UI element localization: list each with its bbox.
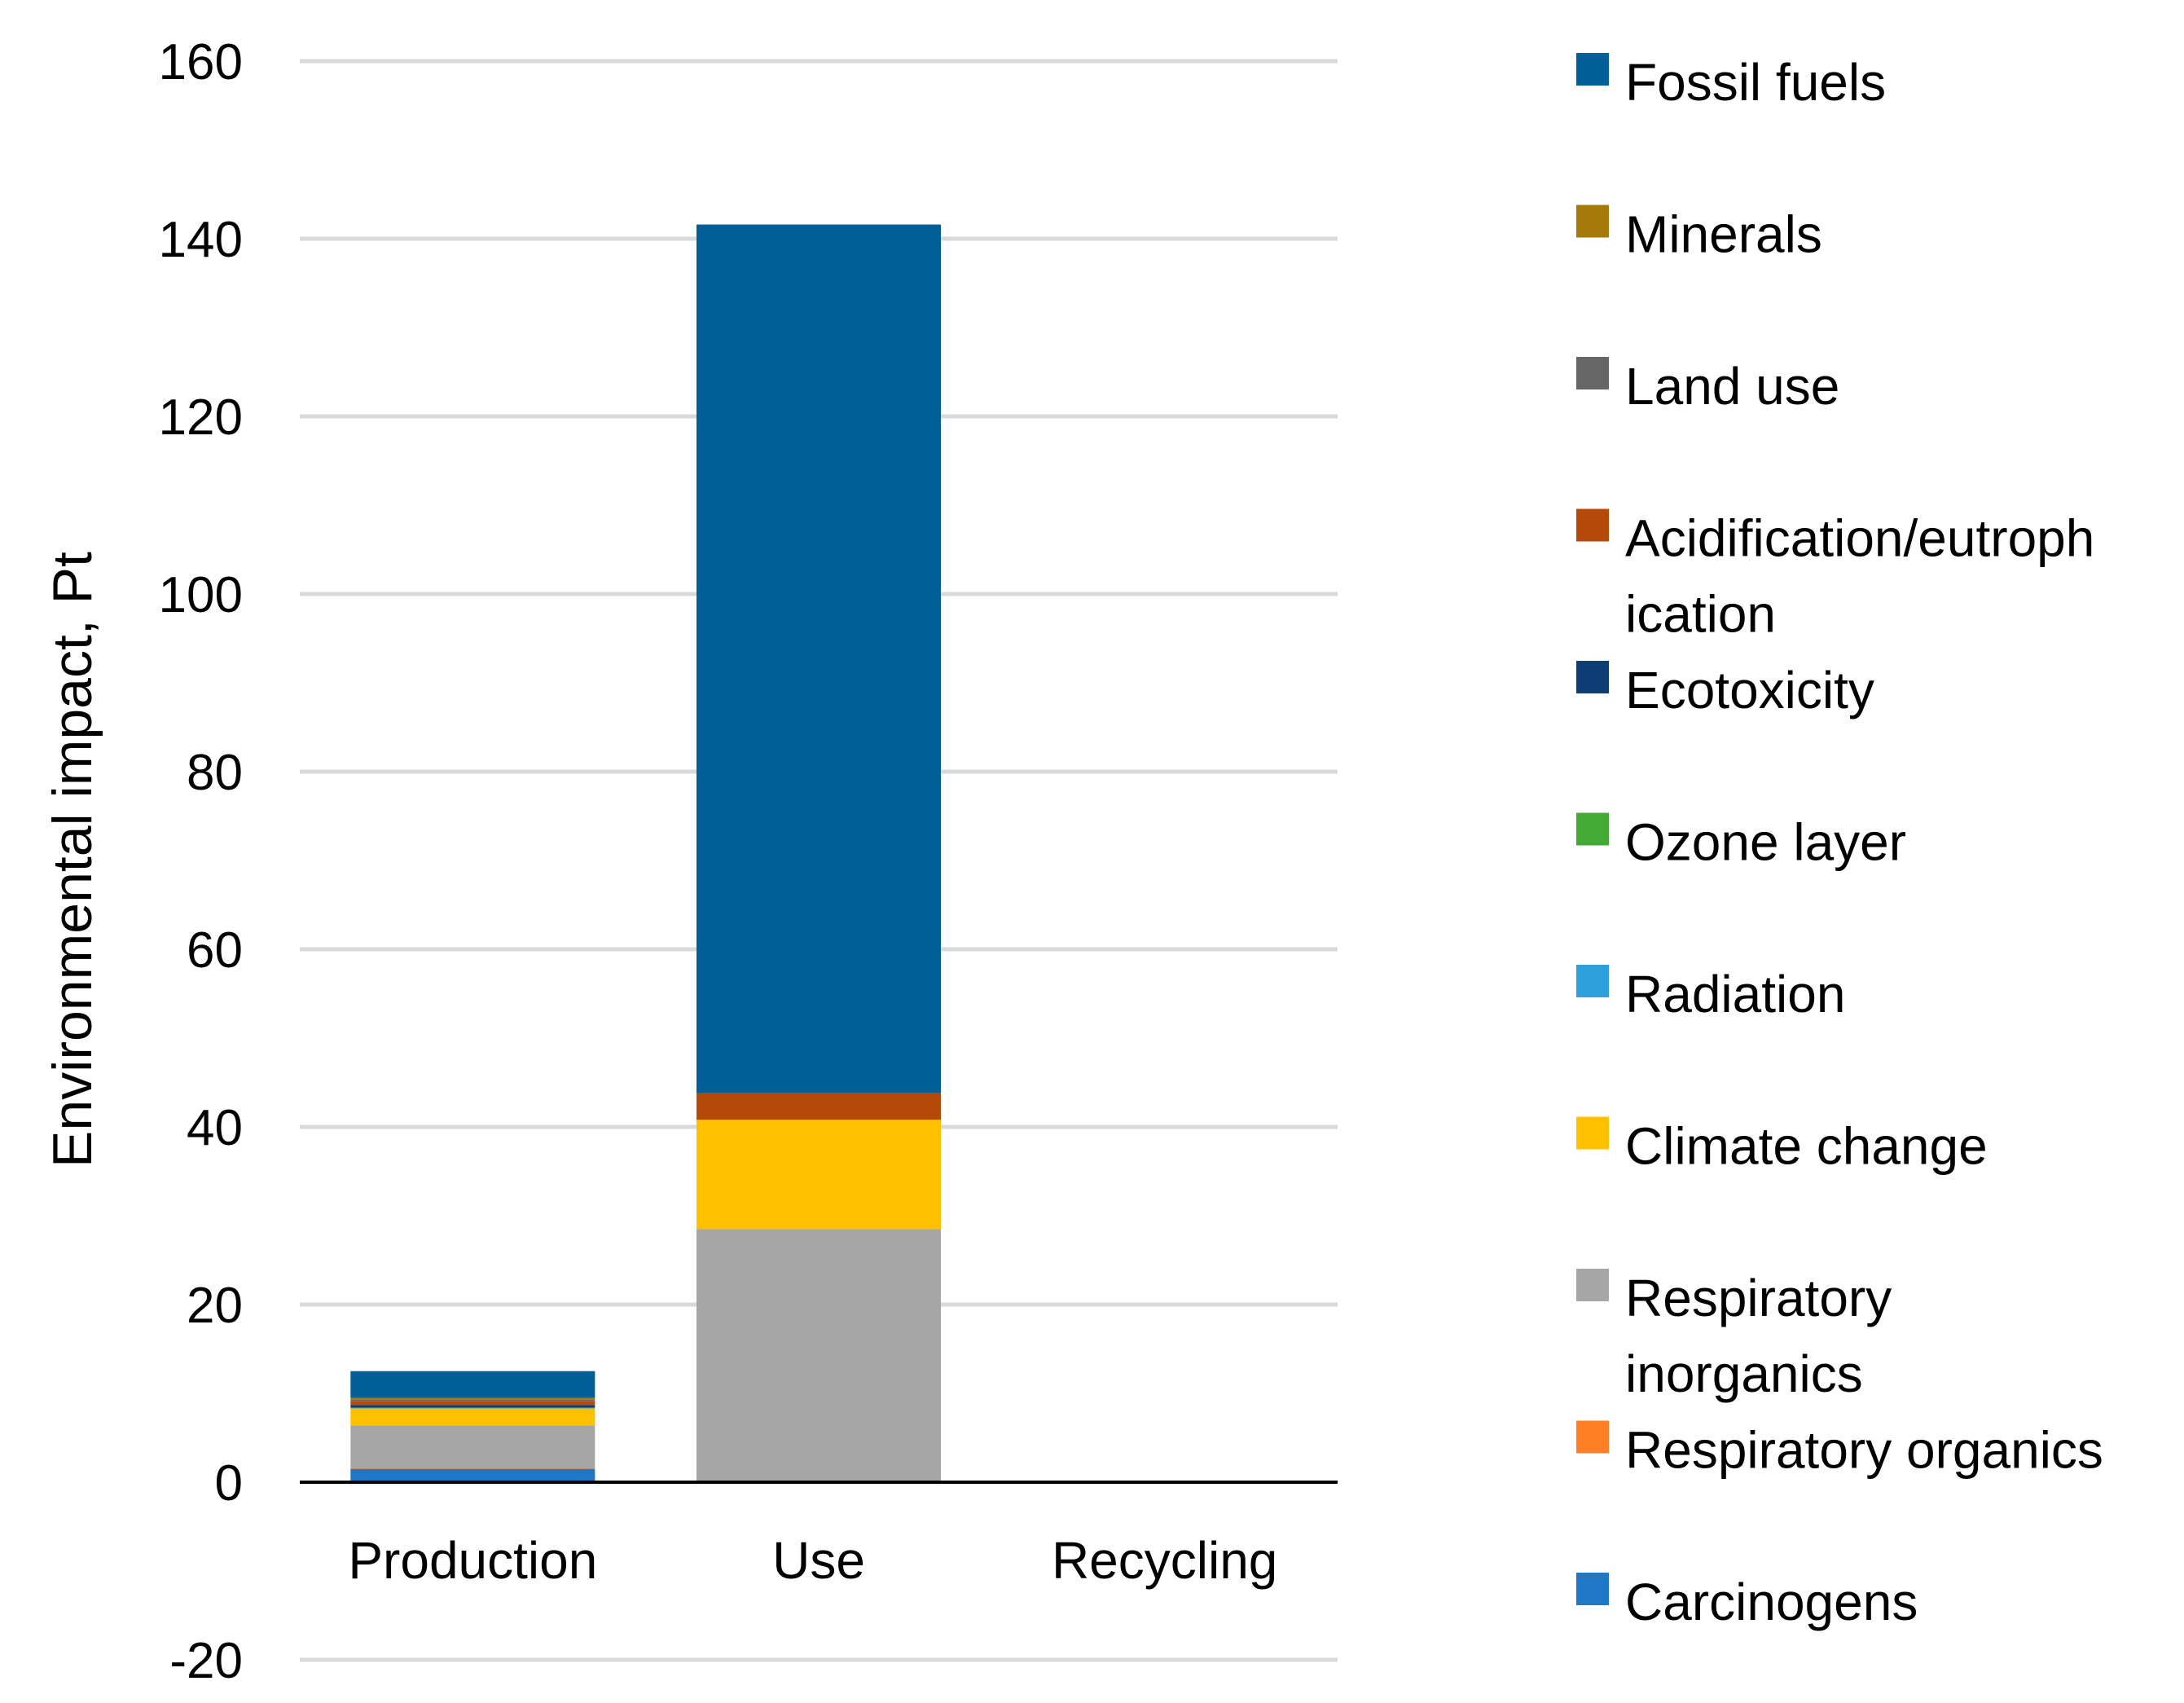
legend-swatch [1576,1269,1609,1301]
legend-label: Climate change [1625,1117,1988,1176]
legend-label: Minerals [1625,205,1822,264]
legend-swatch [1576,965,1609,997]
legend-label: Ozone layer [1625,813,1906,872]
x-category-label: Recycling [1052,1531,1277,1590]
bar-segment-fossil-fuels [350,1371,595,1398]
legend-label: ication [1625,585,1776,644]
legend-item-acidification-eutrophication: Acidification/eutroph ication [1576,508,2094,644]
legend-label: Fossil fuels [1625,53,1886,112]
legend-swatch [1576,508,1609,542]
legend: Fossil fuels Minerals Land use Acidificatio… [1576,53,2103,1631]
legend-label: Respiratory organics [1625,1421,2103,1480]
bar-segment-respiratory-organics [350,1468,595,1469]
legend-label: Respiratory [1625,1269,1892,1327]
bar-segment-acidification-eutrophication [350,1401,595,1406]
legend-item-land-use: Land use [1576,357,1839,416]
legend-item-ecotoxicity: Ecotoxicity [1576,661,1874,719]
bar-segment-climate-change [697,1120,941,1230]
legend-label: Carcinogens [1625,1573,1918,1631]
y-tick-label: -20 [169,1633,243,1689]
legend-label: Ecotoxicity [1625,661,1874,719]
bar-segment-fossil-fuels [697,224,941,1094]
legend-item-climate-change: Climate change [1576,1116,1988,1176]
y-tick-label: 120 [159,389,243,446]
legend-label: Land use [1625,357,1839,416]
bar-segment-climate-change [350,1408,595,1426]
legend-swatch [1576,812,1609,846]
y-tick-labels: 160 140 120 100 80 60 40 20 0 -20 [159,34,243,1689]
legend-item-radiation: Radiation [1576,965,1845,1023]
legend-item-respiratory-organics: Respiratory organics [1576,1420,2103,1480]
bar-stack-production [350,1371,595,1482]
legend-item-minerals: Minerals [1576,205,1822,264]
y-tick-label: 60 [187,922,243,979]
bar-stack-use [697,224,941,1482]
y-tick-label: 140 [159,212,243,268]
bar-segment-acidification-eutrophication [697,1093,941,1120]
y-axis-title: Environmental impact, Pt [42,552,103,1168]
x-category-label: Production [348,1531,597,1590]
legend-label: Acidification/eutroph [1625,509,2094,568]
legend-item-carcinogens: Carcinogens [1576,1573,1918,1631]
bar-segment-minerals [350,1397,595,1400]
legend-item-ozone-layer: Ozone layer [1576,812,1906,872]
y-tick-label: 100 [159,567,243,623]
y-tick-label: 20 [187,1278,243,1334]
x-category-labels: Production Use Recycling [348,1531,1277,1590]
legend-item-respiratoryinorganics: Respiratory inorganics [1576,1269,1892,1403]
bar-segment-land-use [350,1399,595,1402]
legend-swatch [1576,1573,1609,1605]
x-category-label: Use [772,1531,865,1590]
y-tick-label: 0 [215,1455,243,1512]
bar-segment-ecotoxicity [350,1405,595,1408]
y-tick-label: 80 [187,745,243,801]
bar-segment-radiation [350,1407,595,1409]
legend-label: Radiation [1625,965,1845,1023]
legend-swatch [1576,1116,1609,1150]
bar-segment-carcinogens [350,1468,595,1482]
bar-segment-respiratory-inorganics [697,1229,941,1482]
legend-swatch [1576,661,1609,693]
bar-stacks [350,224,941,1482]
legend-swatch [1576,357,1609,389]
y-tick-label: 40 [187,1100,243,1156]
legend-item-fossil-fuels: Fossil fuels [1576,53,1886,112]
legend-swatch [1576,53,1609,86]
bar-segment-respiratory-inorganics [350,1425,595,1468]
legend-swatch [1576,205,1609,238]
y-tick-label: 160 [159,34,243,90]
legend-label: inorganics [1625,1344,1863,1403]
legend-swatch [1576,1420,1609,1454]
